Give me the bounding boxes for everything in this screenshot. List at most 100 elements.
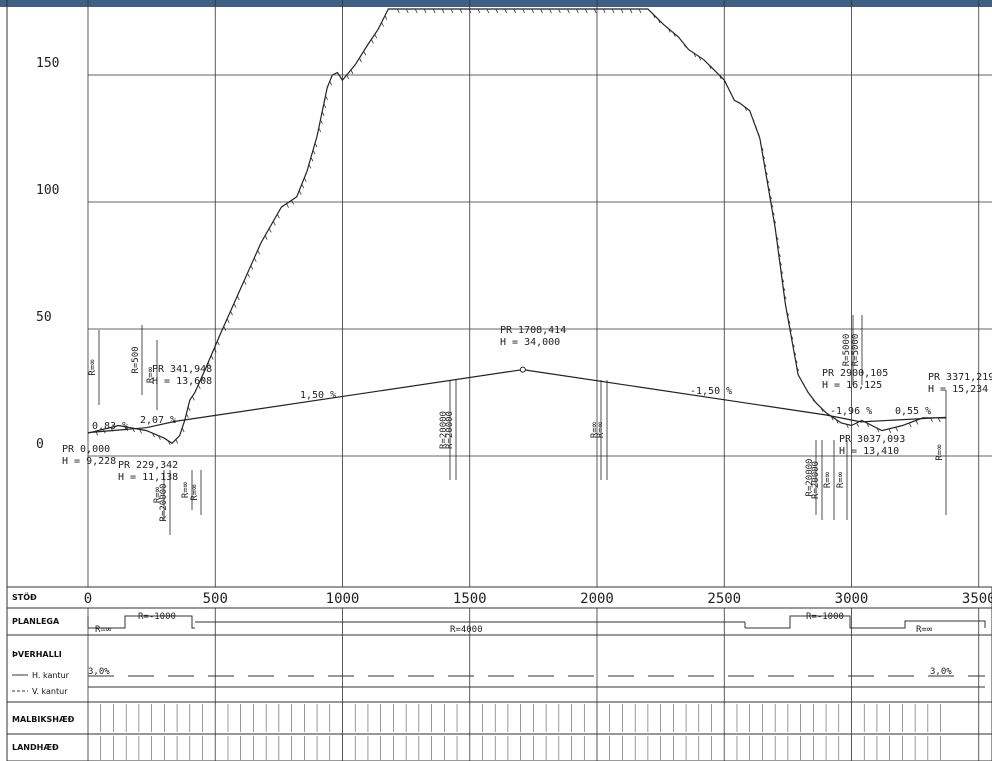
window-title-bar [0, 0, 992, 7]
ground-hatch [450, 8, 454, 14]
ground-hatch [298, 190, 302, 195]
ground-hatch [780, 269, 784, 274]
ground-hatch [540, 8, 543, 14]
ground-hatch [629, 8, 633, 14]
ground-hatch [657, 18, 661, 24]
ground-hatch [781, 278, 785, 283]
ground-hatch [323, 103, 327, 108]
point-label-pr: PR 341,948 [152, 364, 212, 375]
point-label-pr: PR 0,000 [62, 444, 110, 455]
ground-hatch [310, 157, 314, 162]
point-label-pr: PR 3371,219 [928, 372, 992, 383]
point-label-pr: PR 1708,414 [500, 325, 566, 336]
ground-hatch [152, 432, 155, 438]
grade-labels: 0,83 % 2,07 % 1,50 % -1,50 % -1,96 % 0,55 % [92, 386, 931, 432]
ground-hatch [584, 8, 588, 14]
ground-hatch [769, 194, 772, 200]
ground-hatch [374, 34, 378, 39]
ground-hatch [314, 142, 318, 148]
point-label-pr: PR 3037,093 [839, 434, 905, 445]
stod-label: STÖÐ [12, 592, 37, 602]
ground-hatch [359, 57, 362, 63]
ground-hatch [602, 8, 606, 14]
ground-hatch [763, 162, 767, 167]
ground-hatch [751, 117, 755, 122]
h-kantur-label: H. kantur [32, 671, 70, 680]
ground-hatch [459, 8, 463, 14]
y-tick-label: 50 [36, 310, 52, 325]
station-label: 1000 [326, 591, 360, 607]
ground-hatch [531, 8, 534, 14]
planlega-value-5: R=∞ [916, 625, 933, 635]
ground-hatch [762, 154, 766, 159]
ground-profile [87, 8, 946, 445]
station-label: 0 [84, 591, 92, 607]
ground-hatch [708, 64, 712, 70]
point-label-h: H = 15,234 [928, 384, 988, 395]
ground-hatch [230, 311, 233, 316]
ground-hatch [846, 424, 849, 429]
ground-hatch [789, 327, 792, 332]
ground-hatch [197, 384, 201, 390]
point-label-pr: PR 229,342 [118, 460, 178, 471]
point-label-h: H = 9,228 [62, 456, 116, 467]
ground-hatch [139, 429, 142, 434]
ground-hatch [257, 250, 261, 255]
ground-hatch [233, 303, 237, 308]
ground-hatch [777, 244, 780, 249]
curve-label: R=∞ [146, 366, 156, 383]
ground-hatch [318, 127, 322, 133]
malbikshaed-label: MALBIKSHÆÐ [12, 715, 75, 724]
grade-line [87, 368, 947, 434]
ground-hatch [787, 319, 791, 324]
ground-hatch [477, 8, 481, 14]
ground-hatch [303, 177, 307, 183]
curve-label: R=∞ [836, 471, 846, 488]
ground-hatch [876, 427, 880, 433]
curve-label: R=500 [131, 346, 141, 373]
ground-hatch [549, 8, 552, 14]
ground-hatch [513, 8, 516, 14]
ground-hatch [414, 8, 418, 14]
ground-hatch [796, 366, 799, 371]
ground-hatch [766, 178, 770, 184]
ground-hatch [652, 13, 656, 19]
ground-hatch [593, 8, 597, 14]
ground-hatch [226, 318, 230, 324]
station-label: 2000 [580, 591, 614, 607]
v-kantur-label: V. kantur [32, 687, 68, 696]
curve-label: R=∞ [88, 359, 98, 376]
station-label: 3000 [835, 591, 869, 607]
ground-hatch [566, 8, 570, 14]
planlega-value-3: R=4000 [450, 625, 483, 635]
y-tick-label: 150 [36, 56, 59, 71]
ground-hatch [575, 8, 579, 14]
ground-hatch [693, 52, 697, 58]
cross-slope-end: 3,0% [930, 667, 952, 677]
ground-hatch [756, 131, 760, 136]
ground-hatch [187, 406, 191, 412]
ground-hatch [396, 8, 400, 14]
profile-table: STÖÐ PLANLEGA ÞVERHALLI H. kantur V. kan… [6, 586, 992, 761]
ground-hatch [558, 8, 561, 14]
ground-hatch [329, 81, 333, 86]
curve-label: R=∞ [823, 471, 833, 488]
curve-label: R=∞ [935, 444, 945, 461]
ground-hatch [432, 8, 436, 14]
ground-hatch [350, 69, 354, 75]
curve-label: R=20000 [439, 411, 449, 449]
ground-hatch [835, 419, 839, 424]
ground-hatch [181, 427, 185, 433]
ground-hatch [504, 8, 508, 14]
ground-hatch [611, 8, 615, 14]
ground-hatch [325, 95, 328, 100]
ground-hatch [765, 170, 768, 176]
ground-hatch [370, 39, 374, 44]
ground-hatch [216, 341, 220, 346]
ground-hatch [210, 355, 214, 360]
ground-hatch [915, 420, 919, 425]
ground-hatch [276, 214, 280, 219]
ground-hatch [638, 8, 642, 14]
